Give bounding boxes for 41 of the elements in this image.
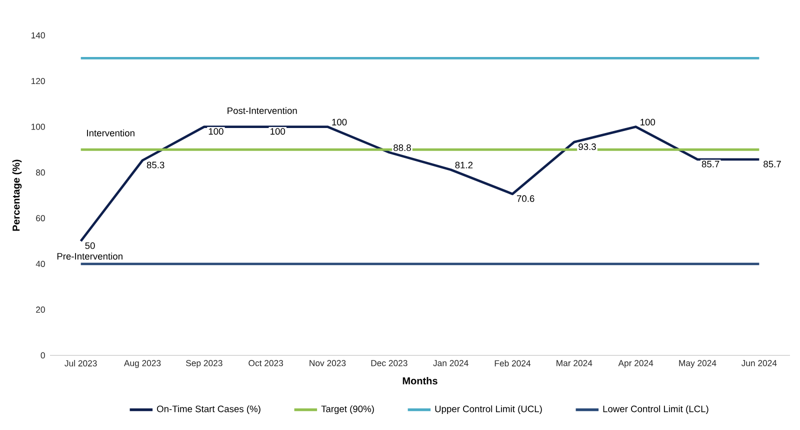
data-label: 100 [640,118,656,126]
y-tick-label: 120 [32,78,45,84]
y-tick-label: 100 [32,124,45,130]
data-label: 50 [85,242,95,249]
x-tick-label: Sep 2023 [186,360,222,368]
x-tick-label: Oct 2023 [248,360,284,366]
annotation: Post-Intervention [228,107,297,114]
x-axis-title: Months [402,377,438,384]
x-tick-label: Aug 2023 [124,360,161,368]
data-label: 88.8 [394,144,411,152]
y-tick-label: 40 [36,260,45,267]
x-tick-label: Feb 2024 [494,360,531,366]
data-label: 85.3 [146,162,164,168]
y-tick-label: 140 [32,32,45,38]
data-label: 70.6 [516,195,534,202]
x-tick-label: Jun 2024 [741,360,777,366]
data-label: 100 [270,128,286,135]
x-tick-label: May 2024 [679,360,716,368]
data-label: 100 [332,118,347,126]
annotation: Pre-Intervention [57,252,122,260]
data-label: 85.7 [764,160,781,168]
legend-label: On-Time Start Cases (%) [156,405,260,414]
x-tick-label: Jan 2024 [433,360,468,366]
legend-label: Upper Control Limit (UCL) [435,405,542,414]
y-tick-label: 0 [40,352,45,358]
x-tick-label: Jul 2023 [64,360,97,366]
x-tick-label: Nov 2023 [310,360,346,366]
y-tick-label: 60 [36,215,45,222]
data-label: 93.3 [578,143,596,150]
y-tick-label: 80 [36,169,45,176]
x-tick-label: Apr 2024 [618,360,654,368]
annotation: Intervention [87,130,134,136]
x-tick-label: Dec 2023 [371,360,408,366]
data-label: 100 [208,128,224,135]
legend-label: Target (90%) [321,405,374,414]
x-tick-label: Mar 2024 [556,360,592,366]
y-tick-label: 20 [36,306,45,313]
y-axis-title: Percentage (%) [12,160,22,231]
data-label: 81.2 [455,162,473,168]
data-label: 85.7 [702,160,720,168]
legend-label: Lower Control Limit (LCL) [603,405,708,414]
